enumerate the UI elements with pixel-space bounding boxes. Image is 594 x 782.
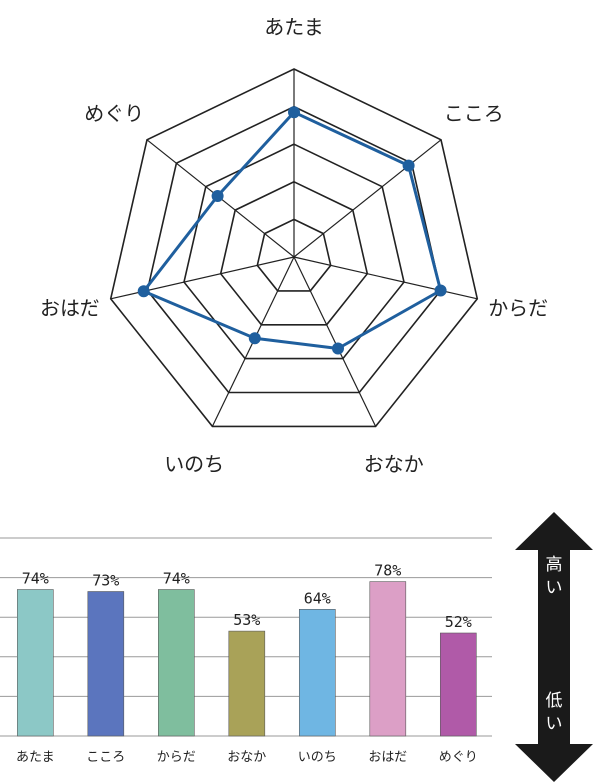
bar-value-label: 52% [445, 613, 472, 631]
radar-point [137, 285, 150, 298]
bar-category-label: おはだ [368, 750, 407, 765]
bar-category-label: あたま [16, 750, 55, 765]
radar-spoke [293, 256, 377, 427]
bar-marks [16, 581, 477, 737]
bar-value-label: 74% [22, 570, 49, 588]
radar-spoke [293, 139, 442, 258]
bar-chart: 74% 73% 74% 53% 64% 78% 52% あたま こころ からだ おなか いのち おはだ… [0, 537, 492, 765]
radar-point [248, 332, 261, 345]
bar-category-labels: あたま こころ からだ おなか いのち おはだ めぐり [16, 750, 478, 765]
radar-axis-label: こころ [444, 102, 504, 126]
radar-series-line [142, 110, 443, 350]
bar-value-label: 73% [92, 572, 119, 590]
bar [228, 630, 266, 737]
arrow-shape [515, 512, 593, 782]
radar-point [402, 159, 415, 172]
double-arrow-icon [515, 512, 593, 782]
radar-axis-label: からだ [488, 296, 548, 320]
bar-category-label: めぐり [439, 750, 478, 765]
radar-grid-ring [109, 68, 479, 428]
radar-point [211, 190, 224, 202]
scale-low-label: 低 い [545, 691, 563, 734]
bar-category-label: からだ [157, 750, 196, 765]
radar-axis-label: いのち [164, 452, 224, 476]
radar-axis-label: おはだ [40, 296, 100, 320]
bar-value-label: 64% [304, 589, 331, 607]
bar-category-label: こころ [86, 750, 125, 765]
radar-axis-label: めぐり [84, 102, 144, 126]
radar-grid-ring [183, 143, 405, 360]
bar-value-label: 78% [374, 562, 401, 580]
bar [298, 609, 336, 737]
radar-axis-label: おなか [364, 452, 424, 476]
radar-point [434, 284, 447, 297]
radar-point [332, 342, 344, 355]
radar-series [137, 106, 447, 355]
bar [158, 589, 195, 737]
bar [439, 632, 477, 737]
radar-grid-ring [146, 105, 442, 394]
bar-category-label: おなか [227, 750, 266, 765]
bar-value-labels: 74% 73% 74% 53% 64% 78% 52% [22, 562, 472, 631]
radar-axis-label: あたま [264, 15, 323, 39]
radar-point [288, 106, 300, 119]
radar-grid-ring [219, 180, 369, 326]
radar-grid [109, 68, 479, 428]
scale-high-label: 高 い [545, 555, 563, 598]
radar-spoke [293, 256, 478, 300]
bar-category-label: いのち [298, 750, 337, 765]
radar-grid-ring [256, 218, 332, 292]
bar-value-label: 53% [233, 611, 260, 629]
bar-value-label: 74% [163, 570, 190, 588]
bar [87, 591, 125, 737]
bar [369, 581, 407, 737]
bar [16, 589, 54, 737]
scale-arrow: 高 い 低 い [514, 512, 594, 782]
